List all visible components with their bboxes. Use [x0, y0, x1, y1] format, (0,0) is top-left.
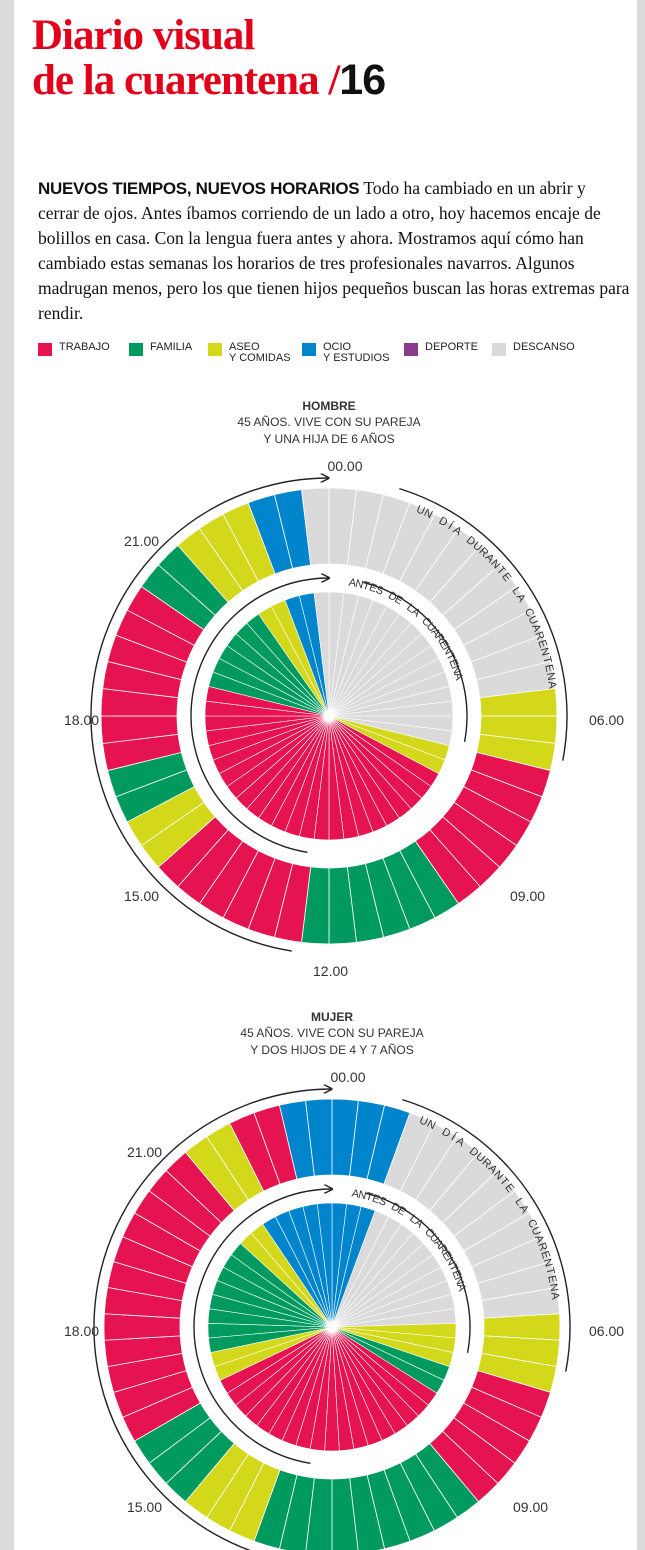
ring-label-char: A [451, 671, 465, 682]
ring-label-char: T [446, 1262, 460, 1274]
inner-bracket [362, 581, 468, 742]
ring-label-char: N [449, 664, 463, 676]
ring-label-char: T [443, 651, 457, 663]
schedule-wheels: HOMBRE 45 AÑOS. VIVE CON SU PAREJA Y UNA H… [64, 399, 624, 1550]
wheel-subtitle-2: Y UNA HIJA DE 6 AÑOS [263, 432, 394, 446]
wheel-subtitle-1: 45 AÑOS. VIVE CON SU PAREJA [237, 415, 420, 429]
legend-label: OCIO Y ESTUDIOS [323, 341, 390, 364]
outer-segment [301, 487, 330, 566]
legend-swatch [302, 343, 316, 356]
ring-label-char: A [351, 1188, 361, 1201]
ring-label-char: E [545, 1274, 558, 1284]
inner-bracket [365, 1192, 471, 1353]
title-line-1: Diario visual [32, 12, 255, 59]
legend-label: DESCANSO [513, 341, 575, 353]
wheel-title: HOMBRE [302, 399, 355, 413]
ring-label-char: A [548, 1291, 561, 1301]
legend-swatch [129, 343, 143, 356]
intro-paragraph: NUEVOS TIEMPOS, NUEVOS HORARIOS Todo ha … [38, 176, 630, 326]
hour-label-00: 00.00 [330, 1069, 365, 1085]
inner-arrow [190, 578, 328, 853]
wheel-subtitle-2: Y DOS HIJOS DE 4 Y 7 AÑOS [250, 1043, 413, 1057]
outer-arrow [93, 1089, 331, 1550]
ring-label-char: L [512, 1196, 525, 1208]
legend-label: TRABAJO [59, 341, 110, 353]
legend-swatch [404, 343, 418, 356]
ring-label-char: E [449, 1269, 463, 1280]
ring-label-char: N [354, 578, 364, 591]
ring-label-char: N [544, 672, 557, 682]
legend: TRABAJO FAMILIA ASEO Y COMIDAS OCIO Y ES… [38, 342, 636, 372]
issue-number: 16 [339, 56, 386, 104]
ring-label-char: T [361, 580, 371, 593]
ring-label-char: E [368, 581, 379, 595]
ring-label-char: T [540, 655, 553, 665]
hour-label-06: 06.00 [589, 712, 624, 728]
inner-segment [317, 1202, 333, 1328]
legend-swatch [492, 343, 506, 356]
hour-label-12: 12.00 [313, 963, 348, 979]
ring-label-char: E [535, 638, 549, 649]
page: Diario visual de la cuarentena /16 NUEVO… [14, 0, 637, 1550]
ring-label-char: N [538, 646, 552, 657]
ring-label-char: E [538, 1249, 552, 1260]
intro-text: Todo ha cambiado en un abrir y cerrar de… [38, 178, 630, 323]
wheel-title: MUJER [311, 1010, 353, 1024]
title-separator: / [328, 57, 340, 104]
ring-label-char: Í [449, 1131, 459, 1144]
intro-lead: NUEVOS TIEMPOS, NUEVOS HORARIOS [38, 179, 360, 198]
hour-label-18: 18.00 [64, 712, 99, 728]
ring-label-char: T [543, 1266, 556, 1276]
hour-label-21: 21.00 [124, 533, 159, 549]
outer-arrow [90, 478, 328, 952]
ring-label-char: S [374, 584, 385, 598]
hour-label-06: 06.00 [589, 1323, 624, 1339]
ring-label-char: N [357, 1189, 367, 1202]
outer-bracket [399, 487, 568, 761]
hour-label-09: 09.00 [513, 1499, 548, 1515]
ring-label-char: Í [446, 520, 456, 533]
title-line-2: de la cuarentena [32, 57, 320, 104]
wheel-subtitle-1: 45 AÑOS. VIVE CON SU PAREJA [240, 1026, 423, 1040]
legend-label: ASEO Y COMIDAS [229, 341, 291, 364]
hour-label-21: 21.00 [127, 1144, 162, 1160]
hour-label-15: 15.00 [124, 888, 159, 904]
ring-label-char: L [509, 585, 522, 597]
legend-swatch [38, 343, 52, 356]
legend-label: DEPORTE [425, 341, 478, 353]
ring-label-char: A [545, 680, 558, 690]
ring-label-char: R [532, 630, 546, 642]
ring-label-char: R [535, 1241, 549, 1253]
page-title: Diario visual de la cuarentena /16 [32, 12, 386, 104]
ring-label-char: A [348, 577, 358, 590]
ring-label-char: T [364, 1191, 374, 1204]
ring-label-char: N [541, 1257, 555, 1268]
legend-swatch [208, 343, 222, 356]
ring-label-char: N [452, 1275, 466, 1287]
hour-label-15: 15.00 [127, 1499, 162, 1515]
ring-label-char: E [542, 663, 555, 673]
outer-segment [305, 1098, 333, 1177]
hour-label-00: 00.00 [327, 458, 362, 474]
inner-segment [313, 591, 330, 717]
hour-label-18: 18.00 [64, 1323, 99, 1339]
hour-label-09: 09.00 [510, 888, 545, 904]
ring-label-char: E [371, 1192, 382, 1206]
ring-label-char: S [377, 1195, 388, 1209]
ring-label-char: N [547, 1283, 560, 1293]
ring-label-char: E [446, 658, 460, 669]
outer-bracket [402, 1098, 571, 1372]
legend-label: FAMILIA [150, 341, 193, 353]
ring-label-char: A [454, 1282, 468, 1293]
inner-arrow [193, 1189, 331, 1464]
